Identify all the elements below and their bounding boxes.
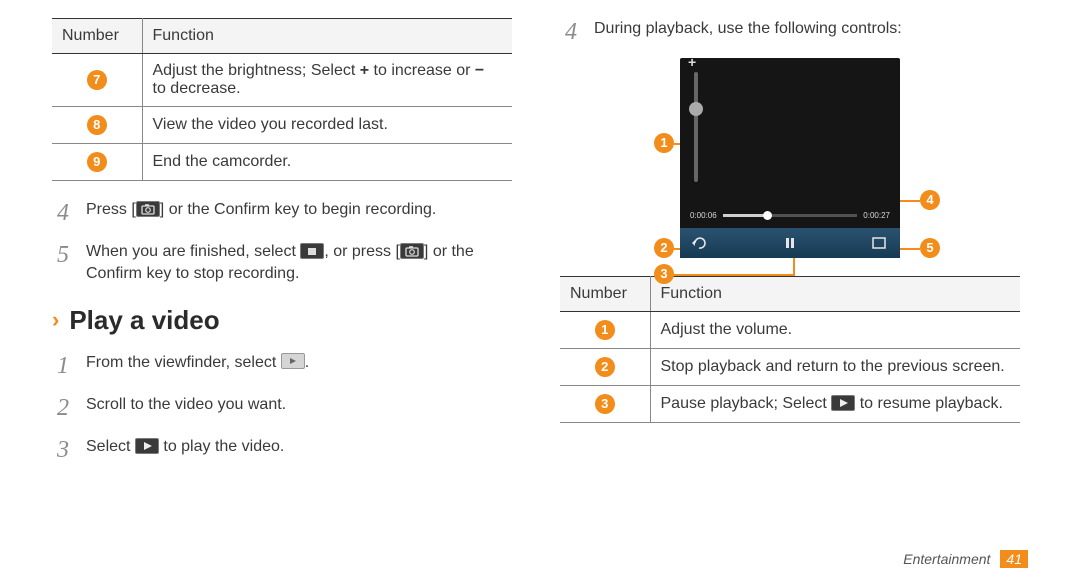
step-text: During playback, use the following contr…: [594, 18, 1020, 40]
step-text: Select to play the video.: [86, 436, 512, 458]
control-bar: [680, 228, 900, 258]
step-text: From the viewfinder, select .: [86, 352, 512, 374]
steps-first: 4 Press [] or the Confirm key to begin r…: [52, 199, 512, 285]
row-marker-1: 1: [595, 320, 615, 340]
function-table-right: Number Function 1 Adjust the volume. 2 S…: [560, 276, 1020, 423]
row-text: End the camcorder.: [142, 144, 512, 181]
table-row: 1 Adjust the volume.: [560, 312, 1020, 349]
steps-second: 1 From the viewfinder, select . 2 Scroll…: [52, 352, 512, 467]
row-marker-2: 2: [595, 357, 615, 377]
callout-2: 2: [654, 238, 674, 258]
row-marker-8: 8: [87, 115, 107, 135]
play-icon: [831, 395, 855, 411]
function-table-left: Number Function 7 Adjust the brightness;…: [52, 18, 512, 181]
row-text: Adjust the volume.: [650, 312, 1020, 349]
progress-fill: [723, 214, 763, 217]
step-number: 3: [52, 434, 74, 466]
step-number: 1: [52, 350, 74, 382]
step-text: When you are finished, select , or press…: [86, 241, 512, 284]
step-1: 1 From the viewfinder, select .: [52, 352, 512, 382]
th-number: Number: [560, 277, 650, 312]
left-column: Number Function 7 Adjust the brightness;…: [52, 18, 512, 522]
th-function: Function: [142, 19, 512, 54]
row-text: Adjust the brightness; Select + to incre…: [142, 54, 512, 107]
time-current: 0:00:06: [690, 211, 717, 220]
row-marker-7: 7: [87, 70, 107, 90]
video-player: + 0:00:06 0:00:27: [680, 58, 900, 258]
play-icon: [135, 438, 159, 454]
step-number: 4: [52, 197, 74, 229]
row-text: Stop playback and return to the previous…: [650, 349, 1020, 386]
video-player-diagram: 1 4 2 5 3 + 0:00:06: [640, 58, 940, 258]
stop-icon: [300, 243, 324, 259]
callout-5: 5: [920, 238, 940, 258]
camera-icon: [136, 201, 160, 217]
step-number: 4: [560, 16, 582, 48]
row-marker-3: 3: [595, 394, 615, 414]
callout-1: 1: [654, 133, 674, 153]
row-text: Pause playback; Select to resume playbac…: [650, 386, 1020, 423]
caret-icon: ›: [52, 307, 59, 333]
progress-knob[interactable]: [763, 211, 772, 220]
table-row: 3 Pause playback; Select to resume playb…: [560, 386, 1020, 423]
step-4: 4 Press [] or the Confirm key to begin r…: [52, 199, 512, 229]
progress-bar[interactable]: [723, 214, 858, 217]
list-icon: [281, 353, 305, 369]
heading-text: Play a video: [69, 305, 219, 336]
step-number: 5: [52, 239, 74, 271]
step-2: 2 Scroll to the video you want.: [52, 394, 512, 424]
row-marker-9: 9: [87, 152, 107, 172]
table-row: 7 Adjust the brightness; Select + to inc…: [52, 54, 512, 107]
th-function: Function: [650, 277, 1020, 312]
volume-slider[interactable]: [694, 72, 698, 182]
pause-button[interactable]: [777, 233, 803, 253]
step-text: Press [] or the Confirm key to begin rec…: [86, 199, 512, 221]
fullscreen-button[interactable]: [866, 233, 892, 253]
footer-section: Entertainment: [903, 551, 990, 567]
volume-plus-icon: +: [688, 54, 696, 70]
section-heading: › Play a video: [52, 305, 512, 336]
th-number: Number: [52, 19, 142, 54]
footer-page-number: 41: [1000, 550, 1028, 568]
table-row: 9 End the camcorder.: [52, 144, 512, 181]
step-text: Scroll to the video you want.: [86, 394, 512, 416]
callout-4: 4: [920, 190, 940, 210]
step-4-right: 4 During playback, use the following con…: [560, 18, 1020, 48]
back-button[interactable]: [688, 233, 714, 253]
row-text: View the video you recorded last.: [142, 107, 512, 144]
camera-icon: [400, 243, 424, 259]
step-3: 3 Select to play the video.: [52, 436, 512, 466]
volume-knob[interactable]: [689, 102, 703, 116]
progress-bar-row: 0:00:06 0:00:27: [690, 211, 890, 220]
step-5: 5 When you are finished, select , or pre…: [52, 241, 512, 284]
time-total: 0:00:27: [863, 211, 890, 220]
step-number: 2: [52, 392, 74, 424]
player-screen: + 0:00:06 0:00:27: [680, 58, 900, 228]
table-row: 8 View the video you recorded last.: [52, 107, 512, 144]
table-row: 2 Stop playback and return to the previo…: [560, 349, 1020, 386]
page-footer: Entertainment 41: [903, 550, 1028, 568]
right-column: 4 During playback, use the following con…: [560, 18, 1020, 522]
